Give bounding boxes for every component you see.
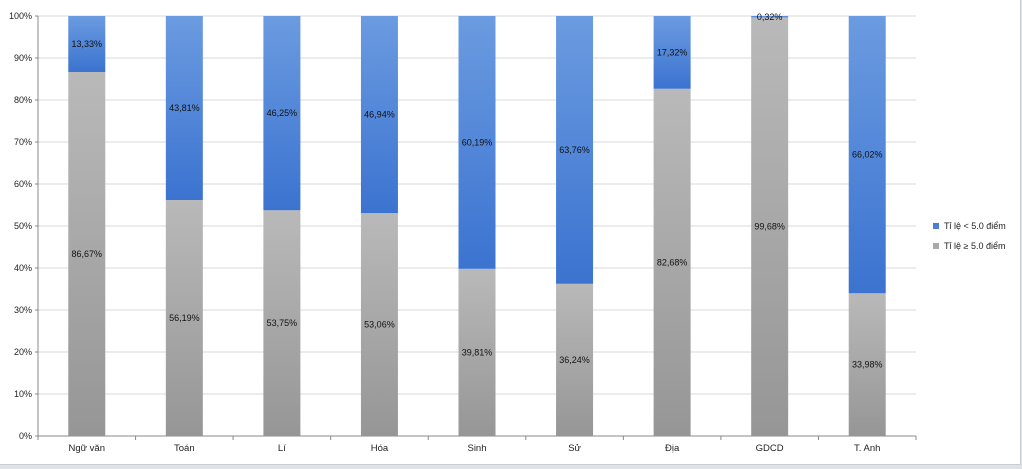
x-category-label: Sinh — [467, 443, 486, 454]
data-label: 43,81% — [169, 103, 200, 113]
legend-swatch-above-5 — [933, 243, 939, 249]
y-tick-label: 20% — [14, 347, 32, 357]
bar-segment-below-5 — [458, 16, 496, 269]
bar-segment-below-5 — [653, 16, 691, 89]
y-tick-label: 10% — [14, 389, 32, 399]
data-label: 53,75% — [267, 318, 298, 328]
data-label: 63,76% — [559, 145, 590, 155]
bar-segment-below-5 — [360, 16, 398, 214]
bar-segment-below-5 — [556, 16, 594, 284]
data-label: 33,98% — [852, 360, 883, 370]
data-label: 86,67% — [72, 249, 103, 259]
x-category-label: Địa — [665, 443, 680, 454]
y-tick-label: 60% — [14, 179, 32, 189]
x-category-label: Hóa — [371, 443, 389, 454]
bar-segment-below-5 — [848, 16, 886, 294]
y-tick-label: 70% — [14, 137, 32, 147]
y-tick-label: 50% — [14, 221, 32, 231]
data-label: 56,19% — [169, 313, 200, 323]
data-label: 99,68% — [754, 222, 785, 232]
bar-segment-below-5 — [68, 16, 106, 72]
x-category-label: GDCD — [756, 443, 784, 454]
y-tick-label: 0% — [19, 431, 32, 441]
data-label: 17,32% — [657, 47, 688, 57]
x-category-label: Lí — [278, 443, 286, 454]
x-category-label: Sử — [568, 443, 581, 454]
data-label: 46,25% — [267, 108, 298, 118]
y-tick-label: 80% — [14, 95, 32, 105]
data-label: 60,19% — [462, 137, 493, 147]
data-label: 13,33% — [72, 39, 103, 49]
data-label: 39,81% — [462, 347, 493, 357]
data-label: 36,24% — [559, 355, 590, 365]
bar-segment-above-5 — [68, 71, 106, 437]
legend: Tỉ lệ < 5.0 điểm Tỉ lệ ≥ 5.0 điểm — [933, 216, 1006, 256]
data-label: 82,68% — [657, 257, 688, 267]
y-tick-label: 30% — [14, 305, 32, 315]
legend-label-above-5: Tỉ lệ ≥ 5.0 điểm — [944, 241, 1006, 251]
y-tick-label: 90% — [14, 53, 32, 63]
y-tick-label: 100% — [9, 11, 32, 21]
x-category-label: Toán — [174, 443, 195, 454]
bar-segment-above-5 — [458, 268, 496, 436]
bar-segment-below-5 — [165, 16, 203, 201]
bar-segment-above-5 — [165, 200, 203, 436]
y-tick-label: 40% — [14, 263, 32, 273]
x-category-label: Ngữ văn — [69, 443, 105, 454]
data-label: 46,94% — [364, 110, 395, 120]
data-label: 0,32% — [757, 12, 783, 22]
bar-segment-above-5 — [556, 283, 594, 436]
legend-item-below-5: Tỉ lệ < 5.0 điểm — [933, 216, 1006, 236]
x-category-label: T. Anh — [854, 443, 880, 454]
legend-item-above-5: Tỉ lệ ≥ 5.0 điểm — [933, 236, 1006, 256]
bar-segment-below-5 — [263, 16, 301, 211]
legend-label-below-5: Tỉ lệ < 5.0 điểm — [944, 221, 1006, 231]
data-label: 66,02% — [852, 150, 883, 160]
data-label: 53,06% — [364, 320, 395, 330]
bar-segment-above-5 — [751, 17, 789, 437]
legend-swatch-below-5 — [933, 223, 939, 229]
bar-segment-below-5 — [751, 16, 789, 18]
bar-segment-above-5 — [360, 213, 398, 436]
bar-segment-above-5 — [848, 293, 886, 436]
bar-segment-above-5 — [263, 210, 301, 436]
bar-segment-above-5 — [653, 88, 691, 436]
